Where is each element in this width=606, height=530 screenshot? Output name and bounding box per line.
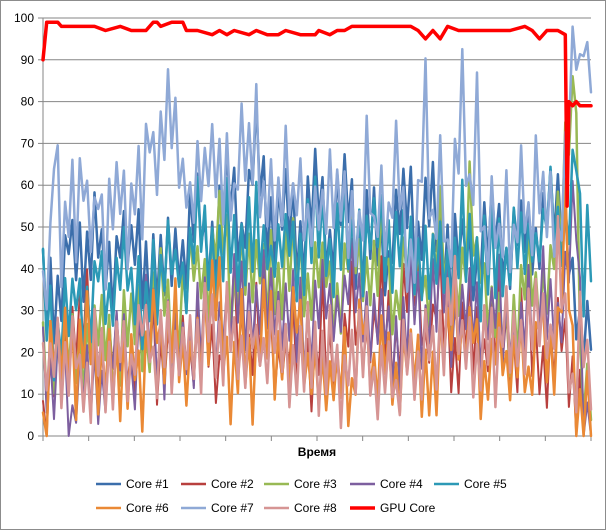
series-line-core-1 <box>41 100 593 362</box>
axes: 0 10 20 30 40 50 60 70 80 90 100 <box>14 11 592 443</box>
legend-item-gpu-core: GPU Core <box>350 501 436 515</box>
x-axis-title: Время <box>298 445 336 459</box>
legend: Core #1 Core #2 Core #3 Core #4 Core #5 Core … <box>96 477 507 515</box>
y-tick-label: 50 <box>21 220 35 234</box>
legend-label: Core #7 <box>211 501 254 515</box>
legend-item-core-7: Core #7 <box>181 501 254 515</box>
y-tick-label: 0 <box>27 429 34 443</box>
legend-item-core-2: Core #2 <box>181 477 254 491</box>
legend-label: Core #2 <box>211 477 254 491</box>
legend-label: Core #5 <box>464 477 507 491</box>
y-tick-label: 10 <box>21 387 35 401</box>
series-line-core-8 <box>41 214 593 430</box>
legend-label: GPU Core <box>380 501 436 515</box>
legend-item-core-6: Core #6 <box>96 501 169 515</box>
y-tick-label: 90 <box>21 53 35 67</box>
series-line-gpu-core <box>41 20 593 208</box>
legend-item-core-5: Core #5 <box>434 477 507 491</box>
legend-item-core-4: Core #4 <box>350 477 423 491</box>
y-tick-label: 20 <box>21 345 35 359</box>
series-lines <box>41 20 593 438</box>
legend-item-core-1: Core #1 <box>96 477 169 491</box>
legend-label: Core #4 <box>380 477 423 491</box>
legend-item-core-3: Core #3 <box>264 477 337 491</box>
legend-label: Core #8 <box>294 501 337 515</box>
y-tick-label: 40 <box>21 262 35 276</box>
legend-item-core-8: Core #8 <box>264 501 337 515</box>
y-tick-label: 80 <box>21 95 35 109</box>
y-tick-label: 70 <box>21 136 35 150</box>
legend-label: Core #1 <box>126 477 169 491</box>
y-tick-label: 100 <box>14 11 34 25</box>
series-line-core-7 <box>41 25 593 311</box>
legend-label: Core #6 <box>126 501 169 515</box>
series-line-core-4 <box>42 179 592 437</box>
legend-label: Core #3 <box>294 477 337 491</box>
y-tick-label: 60 <box>21 178 35 192</box>
y-tick-label: 30 <box>21 304 35 318</box>
